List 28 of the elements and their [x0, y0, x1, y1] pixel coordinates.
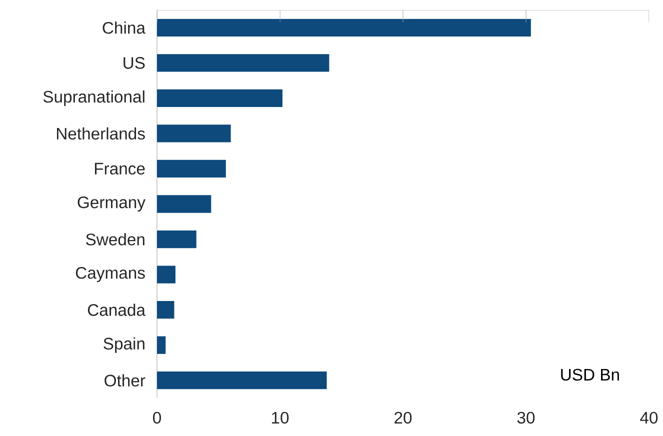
bar: [157, 372, 327, 390]
bar: [157, 195, 212, 213]
x-axis-title: USD Bn: [561, 368, 619, 381]
y-tick-label: Spain: [104, 337, 144, 353]
bar: [157, 124, 231, 142]
bar: [157, 160, 226, 178]
x-tick-label: 0: [153, 412, 161, 424]
bar: [157, 266, 176, 284]
y-tick-label: Caymans: [76, 267, 145, 282]
y-tick-label: Netherlands: [56, 127, 145, 140]
y-tick-label: France: [94, 162, 145, 175]
x-tick-label: 40: [640, 412, 658, 424]
bar: [157, 230, 196, 248]
x-tick-label: 30: [517, 412, 535, 424]
y-tick-label: Other: [104, 374, 146, 386]
y-tick-label: Germany: [78, 196, 146, 212]
x-tick-label: 10: [272, 412, 289, 424]
y-tick-label: China: [102, 22, 146, 34]
bar: [157, 54, 330, 72]
bar: [157, 301, 174, 319]
y-tick-label: Supranational: [43, 90, 144, 106]
y-tick-label: Sweden: [86, 233, 144, 246]
y-tick-label: Canada: [88, 304, 146, 316]
bar: [157, 89, 282, 108]
x-tick-label: 20: [394, 412, 412, 424]
bar: [157, 336, 166, 354]
y-tick-label: US: [124, 57, 145, 69]
bar: [157, 18, 531, 36]
